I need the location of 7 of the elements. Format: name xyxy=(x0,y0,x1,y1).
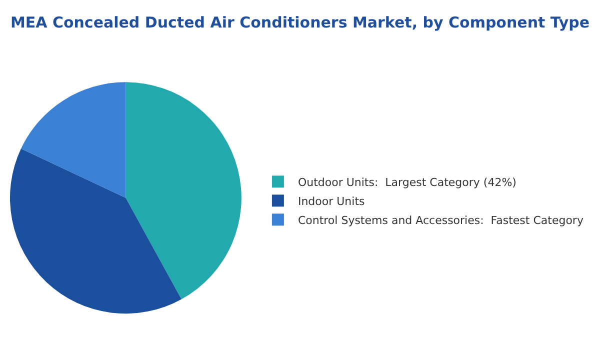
chart-title: MEA Concealed Ducted Air Conditioners Market, by Component Type xyxy=(10,13,590,32)
legend-label: Control Systems and Accessories: Fastest Category xyxy=(298,214,584,227)
pie-slice xyxy=(21,82,126,198)
pie-slice xyxy=(126,82,242,300)
legend-label: Indoor Units xyxy=(298,194,366,208)
legend-label: Outdoor Units: Largest Category (42%) xyxy=(298,176,516,189)
pie-slice xyxy=(10,148,182,314)
